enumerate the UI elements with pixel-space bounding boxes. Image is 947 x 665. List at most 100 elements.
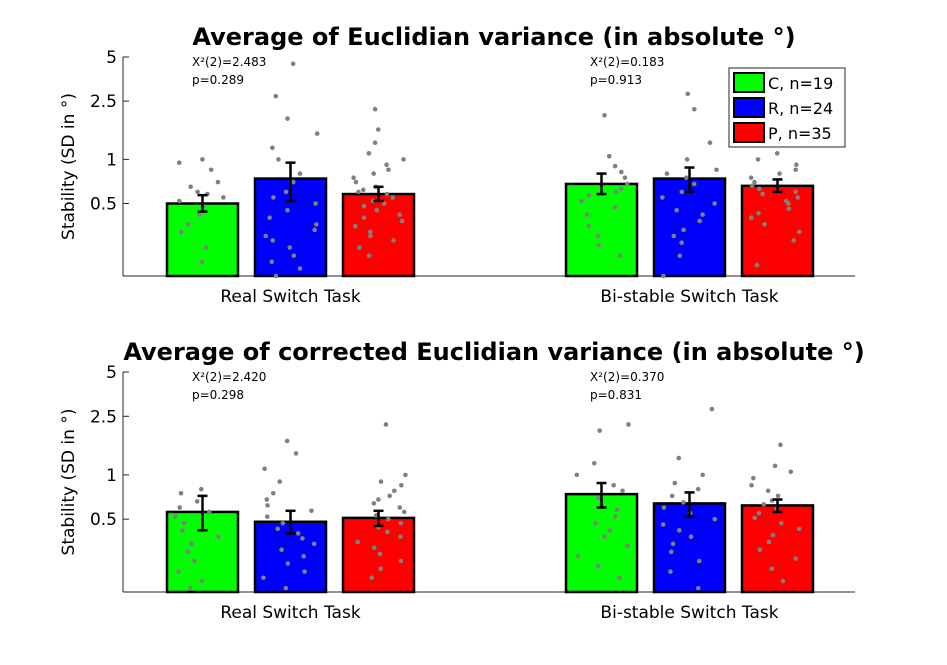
data-point	[199, 578, 205, 584]
stat-chi-square: X²(2)=0.183	[590, 55, 664, 69]
data-point	[375, 127, 381, 132]
bar	[564, 182, 639, 278]
data-point	[617, 253, 623, 259]
data-point	[302, 569, 307, 574]
data-point	[755, 157, 761, 162]
data-point	[612, 163, 618, 169]
stat-chi-square: X²(2)=0.370	[590, 370, 664, 384]
data-point	[618, 186, 624, 192]
data-point	[749, 482, 754, 488]
data-point	[760, 191, 765, 197]
data-point	[696, 558, 702, 564]
data-point	[200, 157, 205, 162]
bar	[165, 202, 240, 278]
data-point	[757, 547, 763, 553]
data-point	[403, 472, 408, 478]
data-point	[664, 171, 670, 176]
data-point	[769, 566, 775, 572]
data-point	[593, 520, 598, 526]
data-point	[301, 553, 306, 559]
data-point	[399, 482, 404, 488]
data-point	[277, 479, 283, 484]
data-point	[216, 534, 221, 540]
data-point	[677, 528, 682, 533]
data-point	[287, 245, 293, 250]
legend-swatch	[733, 122, 765, 143]
data-point	[626, 422, 631, 427]
data-point	[606, 153, 612, 159]
data-point	[273, 273, 279, 279]
data-point	[361, 203, 367, 209]
data-point	[188, 184, 193, 190]
data-point	[752, 179, 757, 185]
data-point	[391, 238, 396, 243]
data-point	[624, 181, 630, 187]
data-point	[595, 233, 601, 239]
y-tick-label: 0.5	[90, 510, 117, 530]
data-point	[613, 189, 619, 195]
data-point	[368, 233, 373, 239]
x-tick-label: Bi-stable Switch Task	[600, 603, 778, 623]
data-point	[660, 522, 666, 527]
data-point	[796, 229, 802, 235]
data-point	[284, 438, 290, 444]
data-point	[679, 189, 685, 195]
data-point	[178, 490, 184, 496]
data-point	[709, 406, 715, 412]
data-point	[617, 575, 622, 581]
data-point	[366, 151, 372, 156]
data-point	[777, 171, 782, 176]
data-point	[791, 238, 796, 243]
data-point	[390, 195, 396, 200]
data-point	[748, 175, 754, 181]
data-point	[264, 497, 270, 502]
data-point	[361, 215, 367, 221]
data-point	[269, 259, 274, 265]
data-point	[197, 212, 202, 217]
data-point	[293, 451, 299, 456]
data-point	[766, 539, 772, 545]
data-point	[772, 463, 778, 469]
data-point	[401, 157, 406, 162]
data-point	[712, 201, 717, 206]
data-point	[262, 466, 267, 472]
data-point	[172, 514, 178, 519]
y-tick-label: 1	[106, 466, 117, 486]
data-point	[681, 227, 686, 233]
data-point	[275, 526, 281, 532]
legend-swatch	[733, 72, 765, 93]
x-tick-label: Bi-stable Switch Task	[600, 287, 778, 307]
data-point	[749, 183, 755, 189]
data-point	[387, 493, 392, 499]
data-point	[661, 505, 667, 510]
y-axis-label: Stability (SD in °)	[59, 93, 79, 240]
data-point	[300, 536, 305, 541]
data-point	[602, 112, 607, 118]
y-axis-label: Stability (SD in °)	[59, 409, 79, 556]
data-point	[386, 167, 391, 173]
data-point	[596, 242, 602, 248]
data-point	[795, 195, 801, 200]
data-point	[756, 186, 762, 192]
data-point	[314, 131, 320, 136]
data-point	[283, 585, 289, 591]
data-point	[181, 520, 187, 526]
bar	[652, 177, 727, 278]
data-point	[392, 488, 397, 494]
data-point	[367, 229, 373, 235]
data-point	[712, 516, 718, 522]
data-point	[371, 545, 377, 550]
data-point	[774, 151, 780, 156]
data-point	[309, 508, 314, 514]
data-point	[751, 475, 756, 481]
y-tick-label: 2.5	[90, 407, 117, 427]
data-point	[203, 245, 209, 250]
data-point	[372, 106, 378, 112]
data-point	[661, 273, 666, 279]
data-point	[669, 493, 675, 499]
data-point	[793, 167, 798, 173]
data-point	[620, 488, 625, 494]
data-point	[786, 206, 792, 212]
data-point	[273, 93, 279, 99]
data-point	[397, 505, 403, 510]
